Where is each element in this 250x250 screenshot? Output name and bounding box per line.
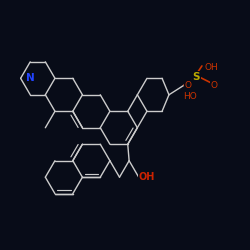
Text: OH: OH	[205, 63, 218, 72]
Text: HO: HO	[183, 92, 196, 101]
Text: N: N	[26, 73, 34, 83]
Text: S: S	[193, 72, 200, 82]
Text: O: O	[184, 81, 191, 90]
Text: OH: OH	[139, 172, 155, 182]
Text: O: O	[210, 81, 217, 90]
